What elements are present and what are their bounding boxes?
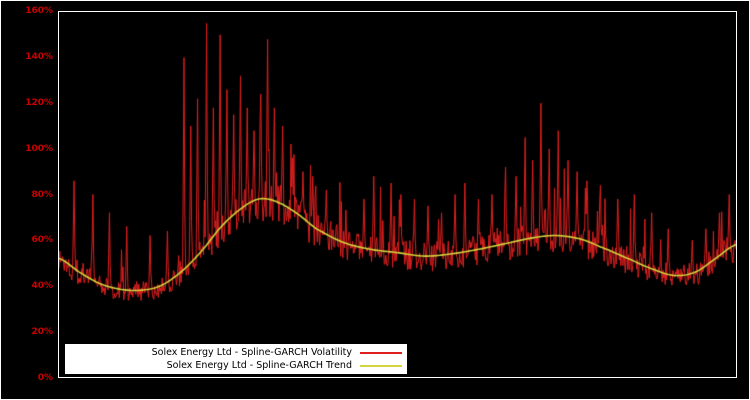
trend-line-swatch xyxy=(360,364,402,367)
y-axis-tick-label: 60% xyxy=(31,235,53,246)
y-axis-tick-label: 160% xyxy=(25,6,53,16)
y-axis-tick-label: 20% xyxy=(31,327,53,338)
volatility-chart-canvas xyxy=(59,12,736,377)
volatility-line-swatch xyxy=(360,351,402,354)
y-axis-tick-label: 140% xyxy=(25,51,53,62)
y-axis-tick-label: 100% xyxy=(25,143,53,154)
y-axis-tick-label: 80% xyxy=(31,189,53,200)
plot-area xyxy=(58,11,737,378)
y-axis-tick-label: 0% xyxy=(37,373,53,383)
legend-item-volatility[interactable]: Solex Energy Ltd - Spline-GARCH Volatili… xyxy=(70,346,402,359)
y-axis-tick-label: 40% xyxy=(31,281,53,292)
legend-label-trend: Solex Energy Ltd - Spline-GARCH Trend xyxy=(166,360,352,371)
legend: Solex Energy Ltd - Spline-GARCH Volatili… xyxy=(65,344,407,374)
y-axis-tick-label: 120% xyxy=(25,97,53,108)
legend-item-trend[interactable]: Solex Energy Ltd - Spline-GARCH Trend xyxy=(70,359,402,372)
legend-label-volatility: Solex Energy Ltd - Spline-GARCH Volatili… xyxy=(151,347,352,358)
